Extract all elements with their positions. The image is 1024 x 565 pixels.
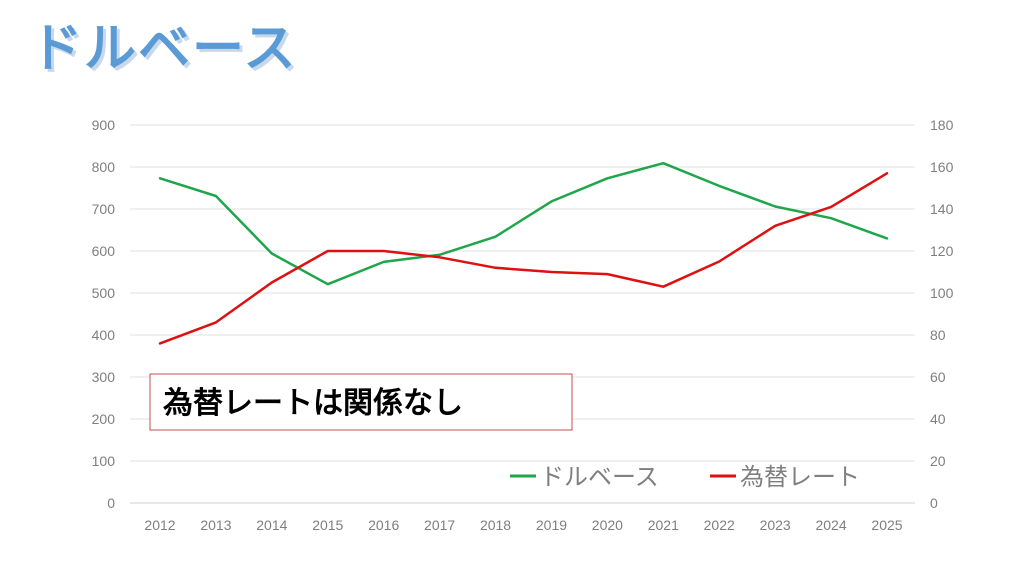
y-left-tick-label: 100 xyxy=(92,453,116,469)
legend-label-exchange-rate: 為替レート xyxy=(740,463,860,491)
y-right-tick-label: 100 xyxy=(930,285,954,301)
x-tick-label: 2025 xyxy=(871,517,902,533)
x-tick-label: 2024 xyxy=(815,517,846,533)
series-lines xyxy=(158,161,889,345)
y-left-tick-label: 800 xyxy=(92,159,116,175)
series-line-dollar-base xyxy=(158,161,889,286)
y-left-tick-label: 500 xyxy=(92,285,116,301)
y-left-tick-label: 400 xyxy=(92,327,116,343)
y-right-tick-label: 0 xyxy=(930,495,938,511)
x-tick-label: 2012 xyxy=(144,517,175,533)
x-tick-label: 2014 xyxy=(256,517,287,533)
y-left-tick-label: 600 xyxy=(92,243,116,259)
x-tick-label: 2013 xyxy=(200,517,231,533)
x-tick-label: 2019 xyxy=(536,517,567,533)
y-right-tick-label: 140 xyxy=(930,201,954,217)
series-line-exchange-rate xyxy=(158,172,889,345)
y-right-tick-label: 60 xyxy=(930,369,946,385)
y-right-tick-label: 20 xyxy=(930,453,946,469)
legend: ドルベース 為替レート xyxy=(510,463,860,491)
annotation-text: 為替レートは関係なし xyxy=(163,386,463,421)
chart-title: ドルベース xyxy=(30,19,298,79)
x-axis: 2012 2013 2014 2015 2016 2017 2018 2019 2020 2021… xyxy=(144,517,902,533)
y-left-tick-label: 300 xyxy=(92,369,116,385)
y-left-tick-label: 0 xyxy=(107,495,115,511)
x-tick-label: 2017 xyxy=(424,517,455,533)
x-tick-label: 2020 xyxy=(592,517,623,533)
y-right-tick-label: 80 xyxy=(930,327,946,343)
x-tick-label: 2016 xyxy=(368,517,399,533)
x-tick-label: 2022 xyxy=(704,517,735,533)
y-left-tick-label: 900 xyxy=(92,117,116,133)
y-axis-left: 0 100 200 300 400 500 600 700 800 900 xyxy=(92,117,116,511)
y-left-tick-label: 200 xyxy=(92,411,116,427)
legend-label-dollar-base: ドルベース xyxy=(540,463,659,491)
y-axis-right: 0 20 40 60 80 100 120 140 160 180 xyxy=(930,117,954,511)
gridlines xyxy=(130,124,915,504)
y-right-tick-label: 180 xyxy=(930,117,954,133)
y-left-tick-label: 700 xyxy=(92,201,116,217)
x-tick-label: 2015 xyxy=(312,517,343,533)
annotation-box: 為替レートは関係なし xyxy=(149,373,573,431)
y-right-tick-label: 40 xyxy=(930,411,946,427)
x-tick-label: 2018 xyxy=(480,517,511,533)
x-tick-label: 2023 xyxy=(760,517,791,533)
y-right-tick-label: 160 xyxy=(930,159,954,175)
x-tick-label: 2021 xyxy=(648,517,679,533)
y-right-tick-label: 120 xyxy=(930,243,954,259)
